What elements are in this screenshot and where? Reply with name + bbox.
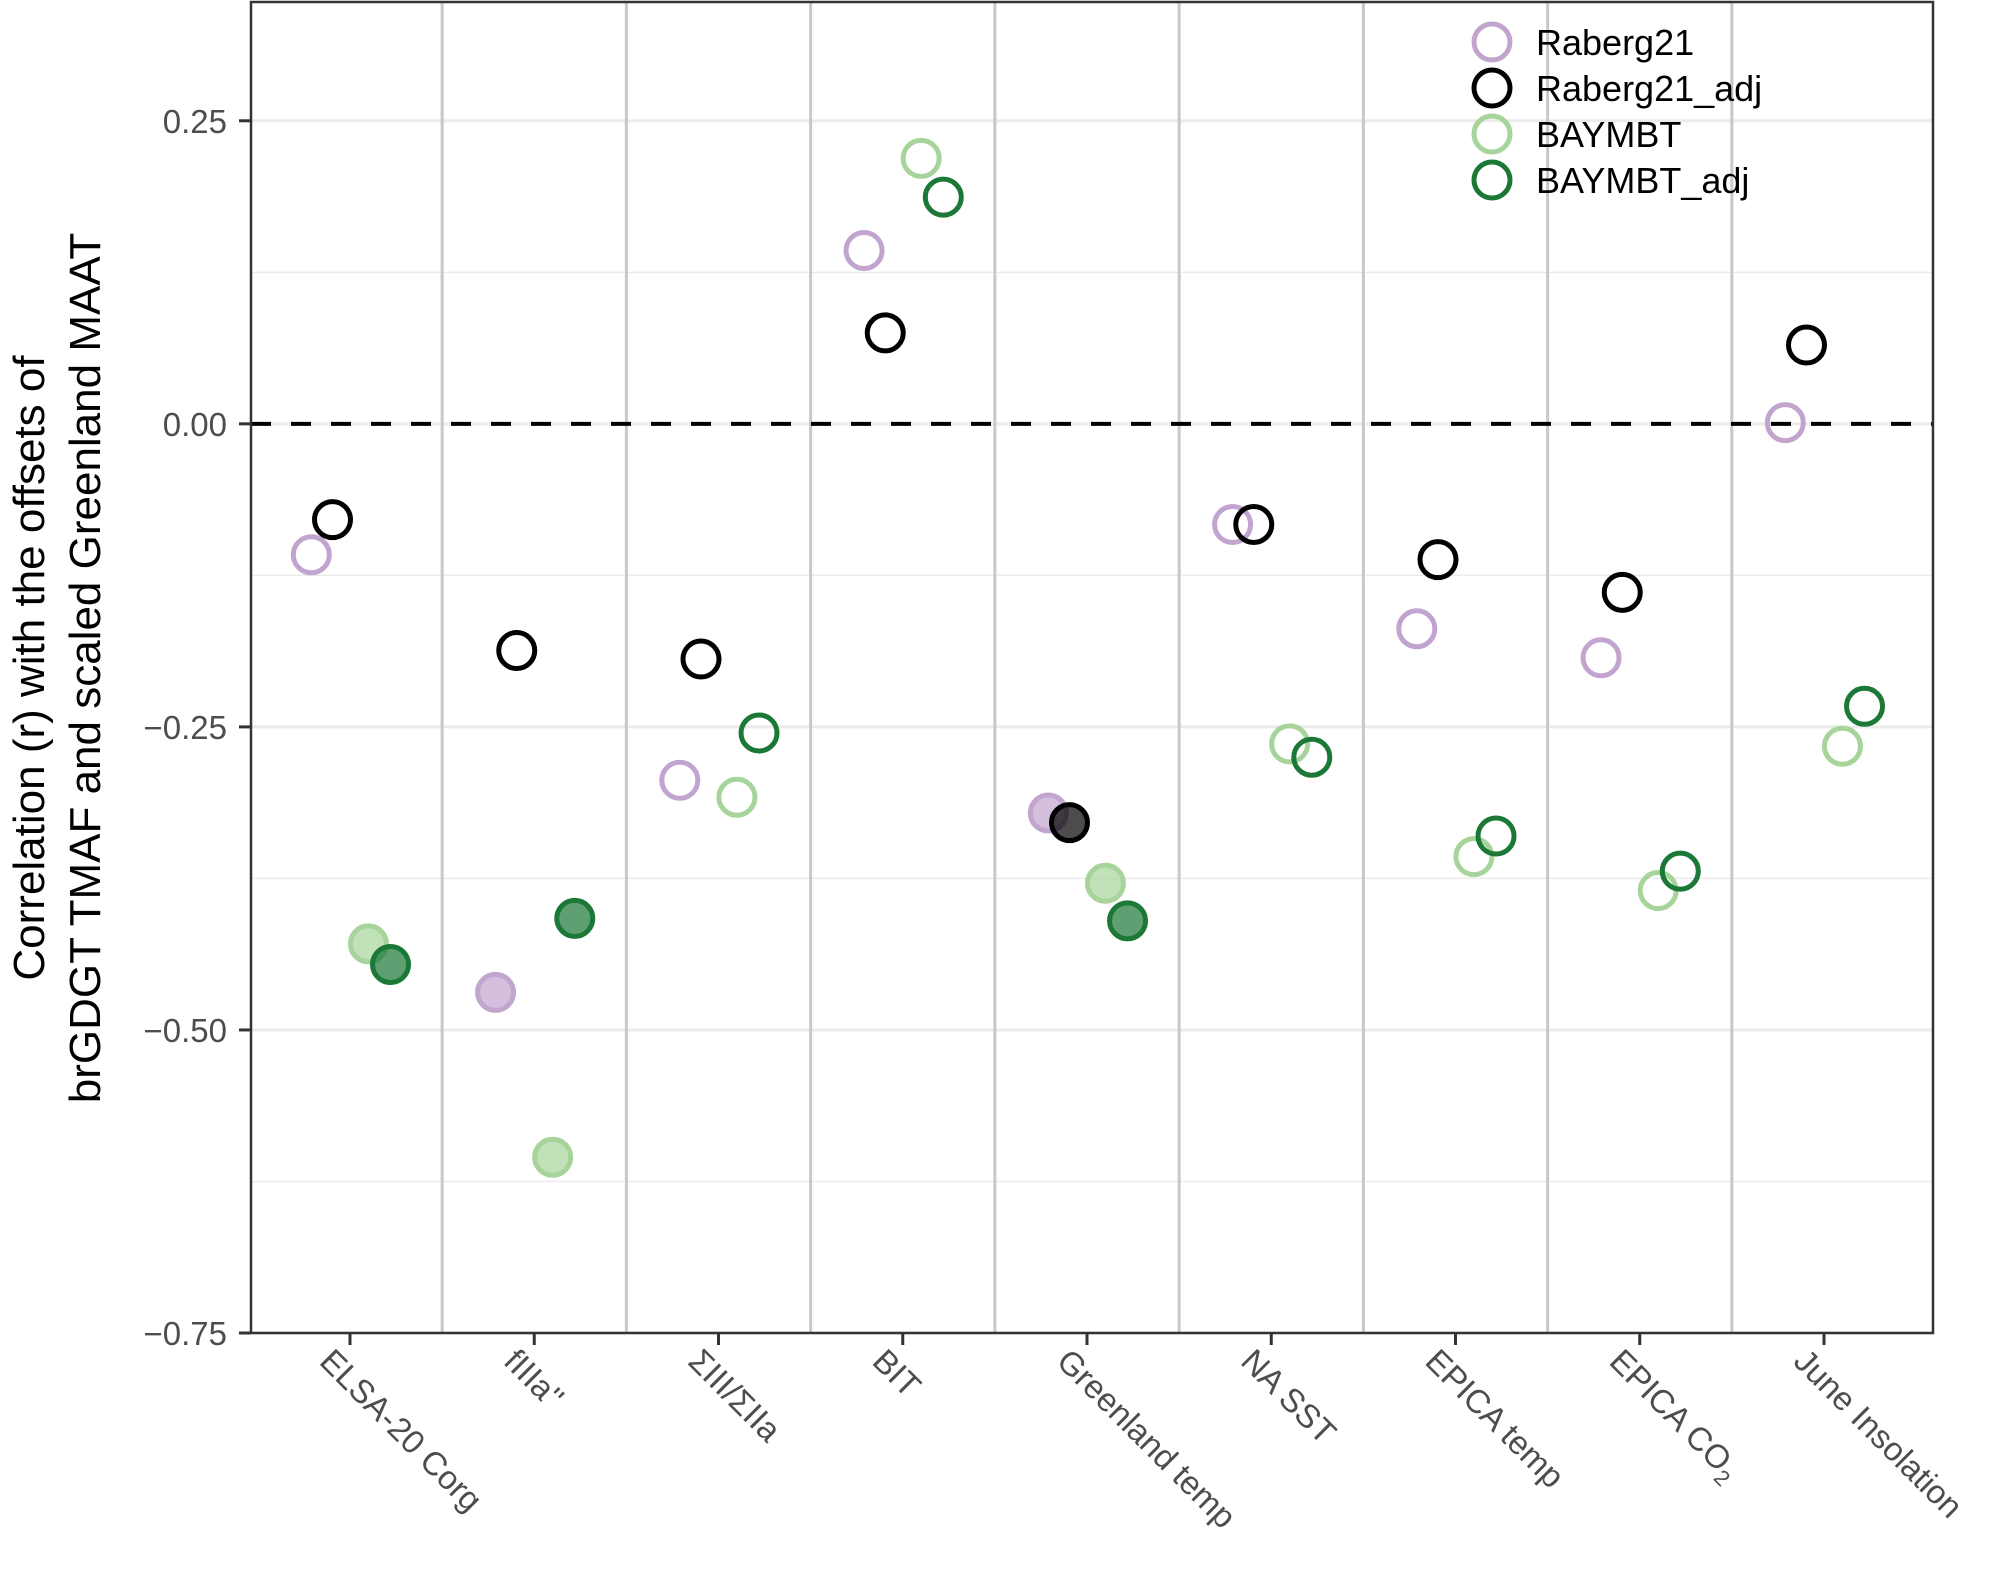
point-raberg21-2 <box>659 759 701 801</box>
point-raberg21-adj-8 <box>1785 324 1827 366</box>
point-baymbt-2 <box>716 776 758 818</box>
legend-label: Raberg21_adj <box>1536 68 1762 109</box>
point-baymbt-5 <box>1269 723 1311 765</box>
point-baymbt-adj-5 <box>1291 736 1333 778</box>
point-raberg21-adj-2 <box>680 638 722 680</box>
point-baymbt-adj-0 <box>370 943 412 985</box>
y-tick-label: −0.50 <box>144 1012 228 1049</box>
point-baymbt-adj-1 <box>554 897 596 939</box>
point-raberg21-7 <box>1580 637 1622 679</box>
point-baymbt-8 <box>1821 725 1863 767</box>
plot-panel-border <box>249 0 1935 1335</box>
point-baymbt-1 <box>532 1136 574 1178</box>
legend-key-raberg21 <box>1471 21 1513 63</box>
point-baymbt-6 <box>1453 836 1495 878</box>
minor-gridlines <box>251 271 1933 1183</box>
point-raberg21-5 <box>1212 503 1254 545</box>
legend-label: BAYMBT <box>1536 114 1681 155</box>
point-raberg21-adj-5 <box>1233 503 1275 545</box>
y-tick-label: −0.25 <box>144 709 228 746</box>
y-axis-title: Correlation (r) with the offsets of brGD… <box>5 233 110 1104</box>
point-raberg21-6 <box>1396 608 1438 650</box>
point-raberg21-1 <box>475 971 517 1013</box>
legend-label: BAYMBT_adj <box>1536 160 1749 201</box>
point-raberg21-adj-4 <box>1048 802 1090 844</box>
y-axis: 0.25 0.00 −0.25 −0.50 −0.75 <box>144 103 251 1352</box>
point-raberg21-adj-6 <box>1417 539 1459 581</box>
data-points <box>290 137 1886 1178</box>
point-baymbt-adj-6 <box>1475 815 1517 857</box>
point-baymbt-3 <box>900 137 942 179</box>
point-raberg21-adj-7 <box>1601 571 1643 613</box>
point-raberg21-0 <box>290 534 332 576</box>
legend: Raberg21 Raberg21_adj BAYMBT BAYMBT_adj <box>1471 21 1762 201</box>
y-tick-label: 0.25 <box>163 103 227 140</box>
legend-key-baymbt <box>1471 113 1513 155</box>
point-raberg21-adj-0 <box>311 499 353 541</box>
legend-label: Raberg21 <box>1536 22 1694 63</box>
category-separators <box>440 2 1734 1333</box>
point-baymbt-adj-2 <box>738 712 780 754</box>
point-baymbt-adj-8 <box>1844 685 1886 727</box>
point-raberg21-3 <box>843 230 885 272</box>
point-raberg21-adj-1 <box>496 630 538 672</box>
legend-key-baymbt-adj <box>1471 159 1513 201</box>
y-tick-label: −0.75 <box>144 1315 228 1352</box>
point-baymbt-adj-7 <box>1659 850 1701 892</box>
point-baymbt-adj-4 <box>1107 900 1149 942</box>
point-baymbt-adj-3 <box>922 176 964 218</box>
y-axis-title-line-2: brGDGT TMAF and scaled Greenland MAAT <box>61 233 110 1104</box>
point-raberg21-8 <box>1764 402 1806 444</box>
legend-key-raberg21-adj <box>1471 67 1513 109</box>
point-baymbt-4 <box>1084 862 1126 904</box>
point-raberg21-adj-3 <box>864 312 906 354</box>
y-tick-label: 0.00 <box>163 406 227 443</box>
y-axis-title-line-1: Correlation (r) with the offsets of <box>5 355 54 981</box>
